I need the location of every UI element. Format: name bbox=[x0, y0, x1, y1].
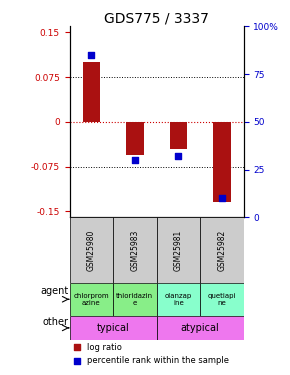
Text: GSM25980: GSM25980 bbox=[87, 230, 96, 271]
Point bbox=[220, 195, 224, 201]
Text: atypical: atypical bbox=[181, 323, 220, 333]
Bar bbox=[113, 283, 157, 316]
Bar bbox=[170, 122, 187, 148]
Bar bbox=[157, 283, 200, 316]
Bar bbox=[70, 283, 113, 316]
Bar bbox=[126, 122, 144, 154]
Text: percentile rank within the sample: percentile rank within the sample bbox=[87, 356, 229, 365]
Text: chlorprom
azine: chlorprom azine bbox=[74, 293, 109, 306]
Point bbox=[176, 153, 181, 159]
Text: agent: agent bbox=[41, 286, 69, 296]
Text: GSM25981: GSM25981 bbox=[174, 230, 183, 271]
Text: GSM25983: GSM25983 bbox=[130, 230, 139, 271]
Bar bbox=[200, 217, 244, 283]
Text: thioridazin
e: thioridazin e bbox=[116, 293, 153, 306]
Text: typical: typical bbox=[97, 323, 129, 333]
Bar bbox=[113, 217, 157, 283]
Bar bbox=[70, 316, 157, 340]
Bar bbox=[213, 122, 231, 202]
Text: log ratio: log ratio bbox=[87, 342, 122, 351]
Text: other: other bbox=[43, 317, 69, 327]
Point bbox=[74, 344, 79, 350]
Point bbox=[74, 358, 79, 364]
Text: olanzap
ine: olanzap ine bbox=[165, 293, 192, 306]
Bar bbox=[157, 217, 200, 283]
Point bbox=[133, 157, 137, 163]
Text: GSM25982: GSM25982 bbox=[217, 230, 226, 271]
Text: quetiapi
ne: quetiapi ne bbox=[208, 293, 236, 306]
Bar bbox=[83, 62, 100, 122]
Point bbox=[89, 52, 94, 58]
Title: GDS775 / 3337: GDS775 / 3337 bbox=[104, 11, 209, 25]
Bar bbox=[200, 283, 244, 316]
Bar bbox=[157, 316, 244, 340]
Bar bbox=[70, 217, 113, 283]
